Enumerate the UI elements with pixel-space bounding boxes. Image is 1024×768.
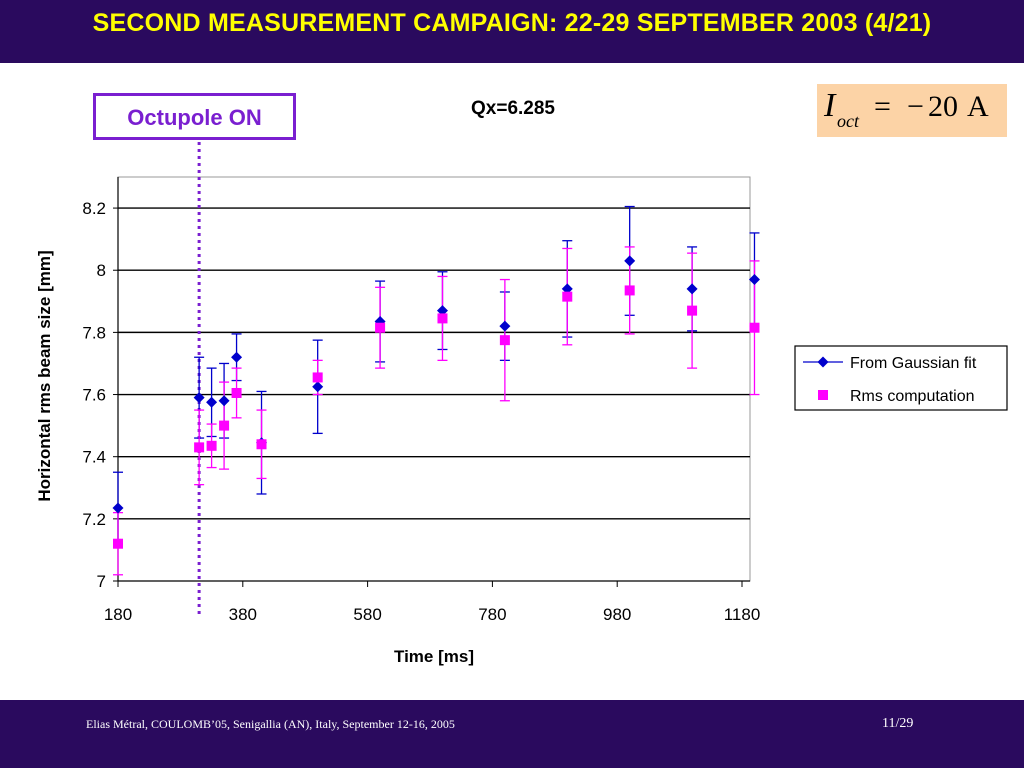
y-axis-label: Horizontal rms beam size [mm] [35, 250, 54, 501]
data-point-diamond [312, 381, 324, 393]
chart-title: Qx=6.285 [471, 98, 555, 119]
x-tick-label: 180 [104, 605, 132, 624]
legend: From Gaussian fit Rms computation [794, 345, 1008, 411]
octupole-label: Octupole ON [127, 105, 262, 130]
footer-bar: Elias Métral, COULOMB’05, Senigallia (AN… [0, 700, 1024, 768]
x-tick-label: 380 [229, 605, 257, 624]
data-point-diamond [748, 274, 760, 286]
formula-equals: = [874, 90, 891, 123]
data-point-diamond [193, 392, 205, 404]
formula-box: I oct = − 20 A [817, 84, 1007, 137]
x-tick-label: 580 [353, 605, 381, 624]
data-point-diamond [112, 502, 124, 514]
data-point-square [194, 442, 205, 453]
legend-label: From Gaussian fit [850, 355, 977, 372]
slide-title: SECOND MEASUREMENT CAMPAIGN: 22-29 SEPTE… [92, 9, 932, 37]
data-point-diamond [231, 351, 243, 363]
legend-label: Rms computation [850, 388, 975, 405]
page-number: 11/29 [882, 716, 914, 731]
data-point-diamond [561, 283, 573, 295]
data-point-square [231, 387, 242, 398]
legend-marker-square [818, 390, 828, 400]
footer-credit: Elias Métral, COULOMB’05, Senigallia (AN… [86, 717, 455, 731]
y-tick-label: 7.6 [82, 386, 106, 405]
data-point-square [437, 313, 448, 324]
legend-marker-diamond [817, 356, 829, 368]
octupole-label-box: Octupole ON [93, 93, 296, 140]
data-point-square [256, 439, 267, 450]
data-point-square [206, 440, 217, 451]
formula-subscript: oct [837, 111, 860, 131]
x-axis-label: Time [ms] [394, 647, 474, 666]
y-tick-label: 7.4 [82, 448, 106, 467]
data-point-square [113, 538, 123, 549]
formula-unit: A [967, 90, 989, 123]
data-point-diamond [206, 396, 218, 408]
data-point-square [499, 335, 510, 346]
plot-area: 7 7.2 7.4 7.6 7.8 8 8.2 180 380 580 780 980 1180 [82, 142, 760, 624]
x-tick-label: 1180 [724, 605, 761, 624]
data-point-square [375, 322, 386, 333]
y-tick-label: 7.2 [82, 510, 106, 529]
data-point-square [312, 372, 323, 383]
data-point-square [624, 285, 635, 296]
formula-equation: I oct = − 20 A [823, 87, 989, 131]
x-tick-label: 780 [478, 605, 506, 624]
legend-box [794, 345, 1008, 411]
y-tick-label: 7.8 [82, 323, 106, 342]
y-tick-label: 8.2 [82, 199, 106, 218]
data-point-diamond [499, 320, 511, 332]
data-point-diamond [624, 255, 636, 267]
beam-size-chart: Qx=6.285 7 7.2 7.4 7.6 7.8 8 8.2 180 380 580 780 98… [35, 98, 1008, 666]
data-point-diamond [218, 395, 230, 407]
y-tick-label: 8 [97, 261, 106, 280]
y-tick-label: 7 [97, 572, 106, 591]
data-point-square [687, 305, 698, 316]
title-bar: SECOND MEASUREMENT CAMPAIGN: 22-29 SEPTE… [0, 0, 1024, 63]
data-point-diamond [436, 305, 448, 317]
data-point-square [562, 291, 573, 302]
data-point-square [219, 420, 230, 431]
formula-value: 20 [928, 90, 958, 123]
data-point-diamond [686, 283, 698, 295]
formula-minus: − [907, 90, 924, 123]
formula-symbol: I [823, 87, 837, 124]
plot-frame [117, 176, 751, 582]
x-tick-label: 980 [603, 605, 631, 624]
data-point-square [749, 322, 760, 333]
